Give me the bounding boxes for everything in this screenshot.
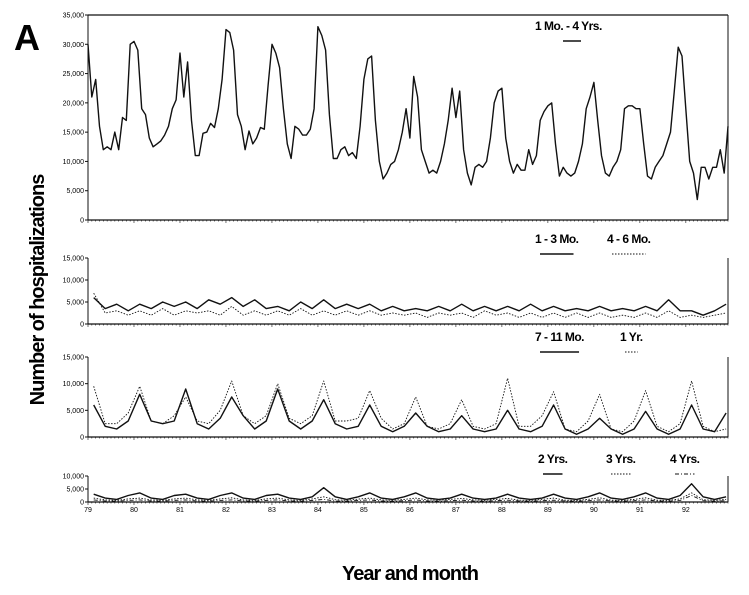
y-tick-label: 10,000: [63, 474, 85, 481]
legend-label: 1 Mo. - 4 Yrs.: [535, 19, 602, 33]
x-tick-label: 82: [222, 507, 230, 514]
x-tick-label: 79: [84, 507, 92, 514]
y-tick-label: 10,000: [63, 159, 85, 166]
x-tick-label: 89: [544, 507, 552, 514]
x-tick-label: 86: [406, 507, 414, 514]
x-tick-label: 88: [498, 507, 506, 514]
x-tick-label: 90: [590, 507, 598, 514]
y-tick-label: 15,000: [63, 130, 85, 137]
y-tick-label: 0: [80, 322, 84, 329]
x-tick-label: 83: [268, 507, 276, 514]
y-tick-label: 0: [80, 435, 84, 442]
y-tick-label: 5,000: [66, 487, 84, 494]
x-tick-label: 92: [682, 507, 690, 514]
y-tick-label: 0: [80, 500, 84, 507]
x-tick-label: 81: [176, 507, 184, 514]
y-tick-label: 10,000: [63, 381, 85, 388]
legend-label: 4 - 6 Mo.: [607, 232, 651, 246]
series-line-1-yr-: [93, 377, 727, 433]
x-tick-label: 80: [130, 507, 138, 514]
y-tick-label: 10,000: [63, 278, 85, 285]
legend-label: 1 - 3 Mo.: [535, 232, 579, 246]
legend-label: 1 Yr.: [620, 330, 643, 344]
legend-label: 4 Yrs.: [670, 452, 700, 466]
y-tick-label: 5,000: [66, 408, 84, 415]
x-axis-title: Year and month: [342, 563, 478, 585]
x-tick-label: 91: [636, 507, 644, 514]
series-line-1-3-mo-: [93, 296, 727, 316]
panel-label: A: [14, 17, 40, 58]
legend-label: 7 - 11 Mo.: [535, 330, 584, 344]
y-tick-label: 0: [80, 218, 84, 225]
y-tick-label: 25,000: [63, 71, 85, 78]
y-axis-title: Number of hospitalizations: [27, 174, 49, 406]
series-line-4-6-mo-: [93, 292, 727, 318]
y-tick-label: 5,000: [66, 300, 84, 307]
series-line-4-yrs-: [93, 495, 727, 502]
y-tick-label: 5,000: [66, 188, 84, 195]
y-tick-label: 20,000: [63, 100, 85, 107]
y-tick-label: 35,000: [63, 13, 85, 20]
series-line-1-mo-4-yrs-: [87, 26, 729, 201]
series-line-7-11-mo-: [93, 388, 727, 435]
series-line-3-yrs-: [93, 492, 727, 501]
legend-label: 3 Yrs.: [606, 452, 636, 466]
x-tick-label: 87: [452, 507, 460, 514]
series-line-2-yrs-: [93, 483, 727, 501]
legend-label: 2 Yrs.: [538, 452, 568, 466]
y-tick-label: 15,000: [63, 355, 85, 362]
x-tick-label: 85: [360, 507, 368, 514]
y-tick-label: 15,000: [63, 256, 85, 263]
x-tick-label: 84: [314, 507, 322, 514]
y-tick-label: 30,000: [63, 42, 85, 49]
